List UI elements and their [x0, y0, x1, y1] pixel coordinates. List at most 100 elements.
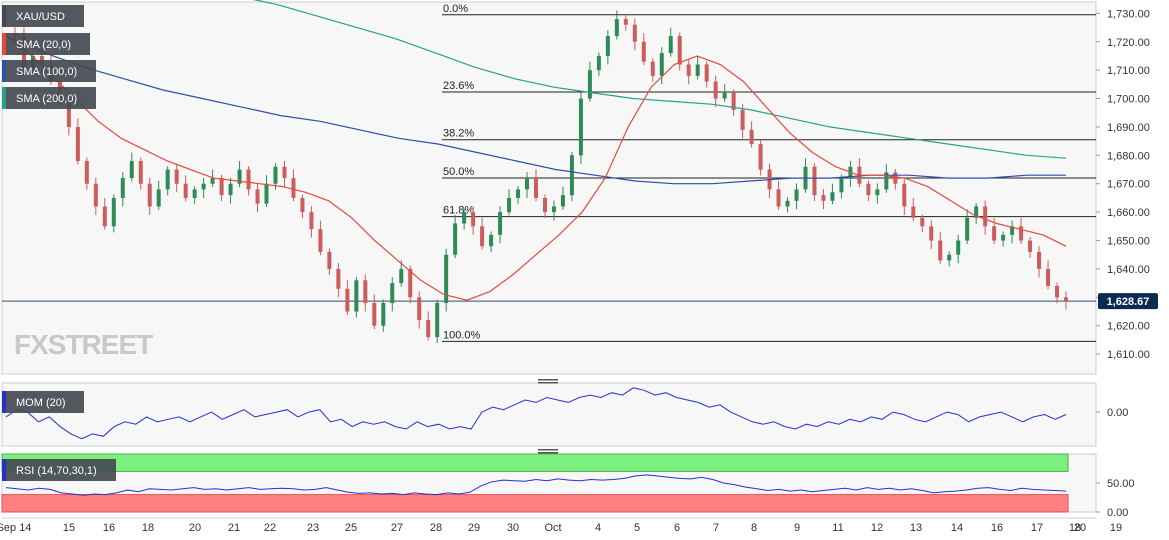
candle-body: [695, 64, 700, 76]
y-tick-label: 1,670.00: [1107, 179, 1150, 191]
candle-body: [812, 166, 817, 196]
candle-body: [102, 206, 107, 227]
x-tick-label: 8: [751, 522, 757, 534]
candle-body: [632, 24, 637, 42]
x-tick-label: 20: [1074, 522, 1086, 534]
legend-sma100-text: SMA (100,0): [16, 66, 77, 78]
candle-body: [273, 166, 278, 184]
rsi-overbought-band: [1, 453, 1069, 472]
candle-body: [794, 189, 799, 201]
candle-body: [614, 19, 619, 37]
candle-body: [120, 178, 125, 198]
candle-body: [785, 200, 790, 207]
rsi-line: [5, 474, 1067, 496]
candle-body: [66, 98, 71, 127]
last-price-label: 1,628.67: [1107, 296, 1150, 308]
candle-body: [623, 19, 628, 25]
candle-body: [525, 178, 530, 190]
x-tick-label: 14: [951, 522, 963, 534]
x-tick-label: 17: [1031, 522, 1043, 534]
candle-body: [1010, 226, 1015, 235]
y-tick-label: 1,680.00: [1107, 150, 1150, 162]
legend-symbol[interactable]: XAU/USD: [2, 5, 84, 27]
candle-body: [219, 178, 224, 196]
candle-body: [722, 92, 727, 99]
legend-rsi[interactable]: RSI (14,70,30,1): [2, 459, 116, 481]
x-tick-label: 7: [713, 522, 719, 534]
y-tick-label: 1,730.00: [1107, 8, 1150, 20]
candle-body: [507, 197, 512, 213]
x-tick-label: 12: [871, 522, 883, 534]
candle-body: [93, 183, 98, 207]
candle-body: [821, 195, 826, 201]
candle-body: [749, 129, 754, 144]
candle-body: [920, 217, 925, 227]
legend-mom-text: MOM (20): [16, 397, 66, 409]
y-tick-label: 1,640.00: [1107, 264, 1150, 276]
candle-body: [911, 206, 916, 218]
candle-body: [650, 61, 655, 76]
candle-body: [354, 280, 359, 312]
legend-sma20-bg: [2, 33, 90, 55]
legend-sma20-marker: [2, 33, 6, 55]
candle-body: [381, 303, 386, 326]
logo-text: FXSTREET: [14, 329, 153, 360]
legend-mom-marker: [2, 391, 6, 413]
last-price-badge: [1098, 293, 1158, 310]
candle-body: [704, 64, 709, 82]
legend-sma200-bg: [2, 87, 96, 109]
logo: FXSTREET: [14, 329, 154, 360]
candle-body: [974, 206, 979, 218]
x-tick-label: 30: [507, 522, 519, 534]
legend-sma100[interactable]: SMA (100,0): [2, 60, 96, 82]
x-tick-label: 9: [794, 522, 800, 534]
candle-body: [291, 178, 296, 198]
x-tick-label: Oct: [544, 522, 561, 534]
candle-body: [668, 36, 673, 54]
x-tick-label: Sep 14: [0, 522, 31, 534]
candle-body: [300, 197, 305, 213]
candle-body: [345, 288, 350, 312]
legend-rsi-marker: [2, 459, 6, 481]
candle-body: [138, 161, 143, 184]
candle-body: [542, 197, 547, 213]
fib-label: 61.8%: [443, 205, 474, 217]
x-tick-label: 4: [595, 522, 601, 534]
candle-body: [587, 70, 592, 99]
legend-sma200[interactable]: SMA (200,0): [2, 87, 96, 109]
legend-mom[interactable]: MOM (20): [2, 391, 84, 413]
candle-body: [578, 98, 583, 156]
candle-body: [866, 183, 871, 196]
candle-body: [426, 320, 431, 338]
candle-body: [435, 303, 440, 338]
rsi-bands: [1, 453, 1069, 513]
candle-body: [183, 183, 188, 198]
candle-body: [444, 254, 449, 304]
candle-body: [336, 268, 341, 289]
candle-body: [210, 178, 215, 184]
candle-body: [569, 155, 574, 196]
x-tick-label: 28: [430, 522, 442, 534]
x-tick-label: 27: [391, 522, 403, 534]
fib-label: 23.6%: [443, 80, 474, 92]
y-tick-label: 1,710.00: [1107, 65, 1150, 77]
legend-mom-bg: [2, 391, 84, 413]
candle-body: [731, 92, 736, 110]
x-tick-label: 16: [103, 522, 115, 534]
sma20-line: [5, 35, 1067, 301]
candle-body: [255, 189, 260, 204]
candle-body: [201, 183, 206, 190]
candle-body: [992, 226, 997, 241]
rsi-tick-label: 0.00: [1107, 507, 1128, 519]
candle-body: [947, 254, 952, 261]
legend-labels[interactable]: XAU/USD SMA (20,0) SMA (100,0) SMA (200,0) M…: [2, 5, 116, 481]
candle-body: [516, 189, 521, 198]
candle-body: [1055, 285, 1060, 298]
y-tick-label: 1,610.00: [1107, 349, 1150, 361]
candle-body: [893, 172, 898, 184]
candle-body: [875, 189, 880, 196]
fib-label: 100.0%: [443, 329, 481, 341]
legend-sma20[interactable]: SMA (20,0): [2, 33, 90, 55]
indicator-lines: [5, 0, 1067, 496]
